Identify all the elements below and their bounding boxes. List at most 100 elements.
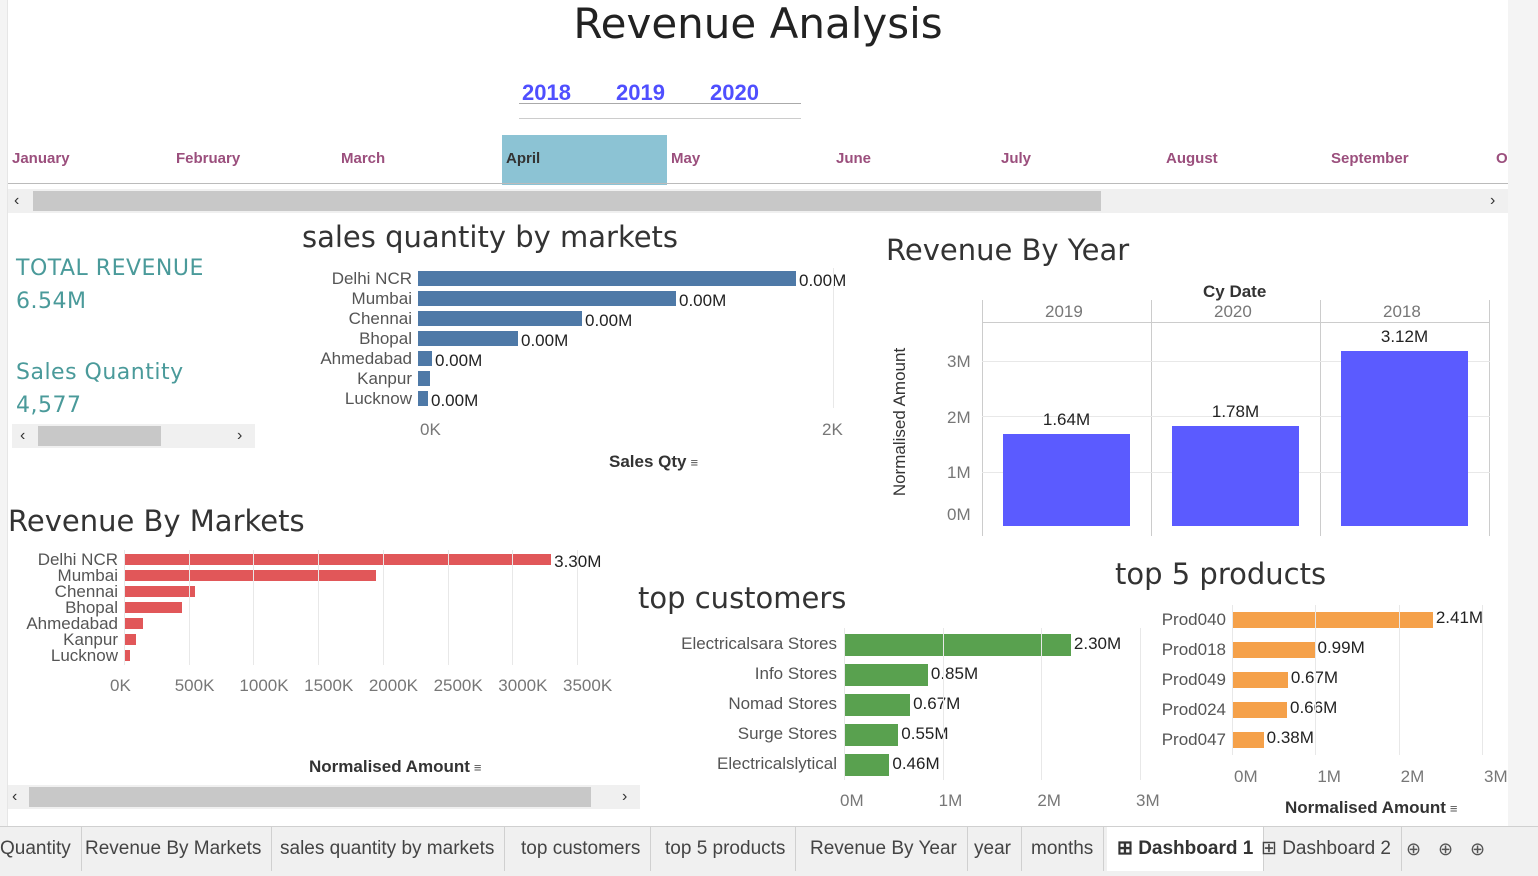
rm-gridline: [447, 550, 449, 665]
month-september[interactable]: September: [1331, 150, 1409, 167]
new-worksheet-icon[interactable]: ⊕: [1406, 839, 1422, 859]
year-ytick: 2M: [947, 408, 971, 427]
bar-label: Ahmedabad: [320, 349, 412, 368]
year-bar-value-label: 3.12M: [1380, 326, 1429, 346]
tc-gridline: [942, 628, 944, 780]
kpi-scroll-right-icon[interactable]: ›: [237, 427, 243, 444]
bar-value-label: 0.66M: [1290, 698, 1338, 717]
tab-dashboard-1-label: Dashboard 1: [1138, 838, 1254, 859]
scroll-left-icon[interactable]: ‹: [14, 192, 20, 209]
year-bar: [1172, 425, 1299, 526]
year-bar: [1003, 433, 1130, 526]
year-col-divider: [982, 300, 983, 536]
tab-sales-quantity-by-markets[interactable]: sales quantity by markets: [270, 827, 506, 871]
sort-icon[interactable]: ≡: [1449, 801, 1458, 816]
bar: [124, 618, 144, 629]
bar-label: Prod047: [1161, 730, 1226, 749]
rm-tick: 500K: [174, 676, 215, 695]
month-february[interactable]: February: [176, 150, 241, 167]
tp-gridline: [1482, 605, 1483, 755]
rm-scroll-left-icon[interactable]: ‹: [12, 788, 18, 805]
bar: [418, 391, 428, 406]
bar-value-label: 0.99M: [1317, 638, 1365, 657]
rm-scroll-right-icon[interactable]: ›: [622, 788, 628, 805]
tc-tick: 2M: [1037, 791, 1061, 810]
month-july[interactable]: July: [1001, 150, 1032, 167]
rm-axis-title[interactable]: Normalised Amount ≡: [309, 757, 481, 777]
month-august[interactable]: August: [1166, 150, 1218, 167]
bar: [124, 602, 183, 613]
rm-scrollbar-thumb[interactable]: [29, 787, 591, 807]
bar-value-label: 2.41M: [1435, 608, 1484, 627]
left-border: [0, 0, 8, 826]
rm-gridline: [382, 550, 384, 665]
bar-label: Kanpur: [63, 630, 118, 649]
tc-tick: 0M: [840, 791, 864, 810]
tab-year[interactable]: year: [964, 827, 1022, 871]
total-revenue-label: TOTAL REVENUE: [16, 256, 204, 281]
month-october[interactable]: O: [1496, 150, 1508, 167]
year-underline: [519, 103, 801, 104]
tab-revenue-by-markets[interactable]: Revenue By Markets: [75, 827, 273, 871]
dashboard-icon: ⊞: [1117, 838, 1139, 859]
tp-gridline: [1315, 605, 1317, 755]
tab-months[interactable]: months: [1021, 827, 1105, 871]
tab-top-5-products[interactable]: top 5 products: [655, 827, 797, 871]
bar-label: Electricalsara Stores: [681, 634, 837, 653]
bar-label: Bhopal: [359, 329, 412, 348]
tab-top-customers[interactable]: top customers: [511, 827, 652, 871]
bar-value-label: 0.67M: [1291, 668, 1338, 688]
month-january[interactable]: January: [12, 150, 70, 167]
tc-gridline: [1041, 628, 1043, 780]
bar: [418, 291, 676, 306]
scroll-right-icon[interactable]: ›: [1490, 192, 1496, 209]
sales-qty-axis-title-text: Sales Qty: [609, 452, 687, 471]
rm-tick: 3000K: [498, 676, 548, 695]
year-tab-2020[interactable]: 2020: [710, 80, 759, 105]
month-april[interactable]: April: [502, 135, 667, 185]
year-tab-2018[interactable]: 2018: [522, 80, 571, 105]
bar: [844, 664, 928, 686]
sales-qty-axis-title[interactable]: Sales Qty ≡: [609, 452, 698, 472]
kpi-scrollbar-thumb[interactable]: [38, 426, 161, 446]
tab-dashboard-1[interactable]: ⊞ Dashboard 1: [1107, 827, 1265, 871]
bar-label: Info Stores: [754, 664, 837, 683]
month-may[interactable]: May: [671, 150, 701, 167]
tab-dashboard-2[interactable]: ⊞ Dashboard 2: [1251, 827, 1402, 871]
sort-icon[interactable]: ≡: [690, 455, 699, 470]
new-dashboard-icon[interactable]: ⊕: [1438, 839, 1454, 859]
year-bar: [1341, 350, 1468, 526]
bar-value-label: 0.38M: [1266, 728, 1314, 747]
rm-tick: 1000K: [239, 676, 289, 695]
tab-revenue-by-year[interactable]: Revenue By Year: [800, 827, 968, 871]
kpi-scroll-left-icon[interactable]: ‹: [20, 427, 26, 444]
sales-qty-tick: 0K: [420, 420, 441, 439]
sort-icon[interactable]: ≡: [473, 760, 482, 775]
bar-label: Kanpur: [357, 369, 412, 388]
tab-dashboard-2-label: Dashboard 2: [1282, 838, 1391, 859]
bar: [844, 694, 911, 716]
sales-qty-value: 4,577: [16, 393, 82, 418]
year-tab-2019[interactable]: 2019: [616, 80, 665, 105]
month-june[interactable]: June: [836, 150, 872, 167]
rm-gridline: [253, 550, 255, 665]
year-bar-value-label: 1.64M: [1042, 409, 1091, 429]
bar-label: Surge Stores: [737, 724, 837, 743]
year-column-header: 2020: [1214, 302, 1252, 321]
tp-axis-title[interactable]: Normalised Amount ≡: [1285, 798, 1457, 818]
tc-gridline: [844, 628, 845, 780]
year-col-divider: [1320, 300, 1321, 536]
tc-tick: 3M: [1136, 791, 1160, 810]
new-story-icon[interactable]: ⊕: [1470, 839, 1486, 859]
tp-axis-title-text: Normalised Amount: [1285, 798, 1446, 817]
tp-tick: 3M: [1484, 767, 1508, 786]
rm-gridline: [577, 550, 578, 665]
bar-label: Chennai: [54, 582, 118, 601]
bar-value-label: 0.85M: [930, 664, 979, 683]
month-march[interactable]: March: [341, 150, 386, 167]
tab-quantity[interactable]: Quantity: [0, 827, 82, 871]
rm-gridline: [318, 550, 320, 665]
month-scrollbar-thumb[interactable]: [33, 191, 1101, 211]
bar: [844, 724, 899, 746]
bar-label: Prod049: [1161, 670, 1226, 689]
